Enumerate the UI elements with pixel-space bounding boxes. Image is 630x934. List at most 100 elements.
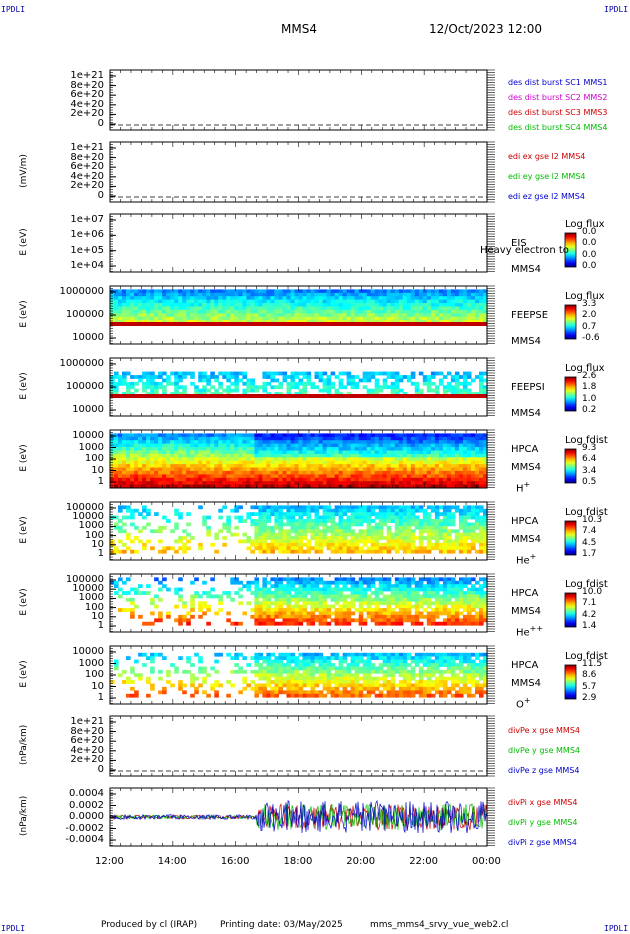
y-tick-label: 1000 — [78, 441, 104, 453]
colorbar — [564, 448, 577, 484]
y-tick-label: 1e+21 — [70, 716, 104, 727]
y-tick-label: 1000 — [78, 520, 104, 532]
colorbar-title: Log fdist — [565, 579, 608, 590]
species-charge: + — [523, 480, 531, 489]
panel-eis — [109, 213, 495, 273]
y-tick-label: 1e+07 — [70, 214, 104, 225]
panel-instrument-label: FEEPSE — [511, 310, 549, 321]
y-tick-label: 10 — [91, 680, 104, 692]
colorbar-title: Log fdist — [565, 507, 608, 518]
colorbar-tick: 8.6 — [582, 670, 597, 681]
panel-instrument-label: HPCA — [511, 516, 539, 527]
corner-mark-bottom-right: IPDLI — [604, 924, 629, 933]
y-tick-label: 8e+20 — [70, 151, 104, 163]
colorbar-title: Log flux — [565, 219, 605, 230]
colorbar-tick: 1.0 — [582, 393, 597, 404]
y-tick-label: 1000 — [78, 657, 104, 669]
species-symbol: He — [516, 555, 530, 567]
panel-instrument-label: HPCA — [511, 444, 539, 455]
y-tick-label: 0.0002 — [69, 799, 104, 811]
y-tick-label: 10000 — [72, 430, 104, 441]
colorbar-tick: 1.8 — [582, 382, 597, 393]
y-tick-label: 1e+04 — [70, 260, 104, 271]
panel-instrument-label: HPCA — [511, 588, 539, 599]
legend-entry: des dist burst SC3 MMS3 — [508, 108, 608, 117]
y-tick-label: 10 — [91, 464, 104, 476]
y-tick-label: 1 — [97, 692, 104, 703]
colorbar-title: Log flux — [565, 291, 605, 302]
y-tick-label: 100 — [84, 601, 104, 613]
colorbar — [564, 376, 577, 412]
x-tick-label: 16:00 — [220, 856, 250, 867]
panel-instrument-label: MMS4 — [511, 408, 541, 419]
colorbar-tick: 0.0 — [582, 227, 597, 237]
x-tick-label: 14:00 — [157, 856, 187, 867]
y-tick-label: 2e+20 — [70, 108, 104, 120]
panel-feeps-i — [109, 357, 495, 417]
colorbar-tick: 1.7 — [582, 549, 597, 559]
x-tick-label: 12:00 — [95, 856, 124, 867]
y-tick-label: 10000 — [72, 332, 104, 343]
colorbar-tick: 0.0 — [582, 249, 597, 260]
corner-mark-bottom-left: IPDLI — [1, 924, 26, 933]
legend-entry: divPe y gse MMS4 — [508, 746, 580, 755]
y-tick-label: 10 — [91, 538, 104, 550]
y-axis-label: (nPa/km) — [19, 795, 29, 836]
colorbar-tick: 4.5 — [582, 537, 597, 548]
footer-produced-by: Produced by cl (IRAP) — [101, 920, 198, 930]
panel-divpi — [109, 787, 495, 847]
species-symbol: O — [516, 699, 524, 711]
y-tick-label: 100 — [84, 529, 104, 541]
y-tick-label: 1 — [97, 548, 104, 559]
y-tick-label: 4e+20 — [70, 170, 104, 182]
panel-hpca-he — [109, 501, 495, 561]
legend-entry: des dist burst SC4 MMS4 — [508, 123, 608, 132]
y-tick-label: 0.0004 — [69, 788, 104, 799]
colorbar-tick: 3.3 — [582, 299, 597, 309]
y-tick-label: 10000 — [72, 646, 104, 657]
colorbar-tick: 0.0 — [582, 238, 597, 249]
colorbar-tick: 11.5 — [582, 659, 603, 669]
colorbar — [564, 232, 577, 268]
colorbar-tick: 10.3 — [582, 515, 603, 525]
y-tick-label: 1000000 — [59, 286, 104, 297]
footer-printing-date: Printing date: 03/May/2025 — [220, 920, 343, 930]
y-axis-label: E (eV) — [19, 444, 29, 472]
y-tick-label: 0 — [97, 764, 104, 775]
y-axis-label: (nPa/km) — [19, 724, 29, 765]
species-charge: ++ — [529, 624, 544, 633]
y-tick-label: 100000 — [65, 309, 104, 320]
x-tick-label: 22:00 — [409, 856, 439, 867]
colorbar-tick: 0.7 — [582, 321, 597, 332]
y-tick-label: 0 — [97, 118, 104, 129]
y-tick-label: 2e+20 — [70, 180, 104, 192]
colorbar-tick: 0.5 — [582, 477, 597, 487]
panel-divpe — [109, 715, 495, 777]
colorbar-tick: -0.6 — [582, 333, 600, 343]
y-tick-label: 2e+20 — [70, 754, 104, 766]
y-tick-label: 100000 — [65, 381, 104, 392]
colorbar — [564, 664, 577, 700]
y-axis-label: E (eV) — [19, 300, 29, 328]
y-tick-label: 1000000 — [59, 358, 104, 369]
species-charge: + — [529, 552, 537, 561]
y-tick-label: 0.0000 — [69, 811, 104, 822]
colorbar-tick: 1.4 — [582, 621, 597, 631]
y-tick-label: 1 — [97, 476, 104, 487]
colorbar — [564, 592, 577, 628]
panel-hpca-o — [109, 645, 495, 705]
y-tick-label: 6e+20 — [70, 161, 104, 173]
species-symbol: He — [516, 627, 530, 639]
corner-mark-top-right: IPDLI — [604, 5, 629, 14]
panel-instrument-label: MMS4 — [511, 462, 541, 473]
species-label: H+ — [516, 480, 530, 494]
y-axis-label: E (eV) — [19, 228, 29, 256]
colorbar-tick: 0.2 — [582, 405, 597, 415]
footer-filename: mms_mms4_srvy_vue_web2.cl — [370, 920, 509, 930]
legend-entry: divPi z gse MMS4 — [508, 838, 577, 847]
overlay-text: Heavy electron to — [480, 245, 569, 256]
legend-entry: divPe x gse MMS4 — [508, 726, 580, 735]
colorbar-tick: 3.4 — [582, 465, 597, 476]
colorbar-tick: 4.2 — [582, 609, 597, 620]
y-tick-label: 1e+05 — [70, 244, 104, 256]
